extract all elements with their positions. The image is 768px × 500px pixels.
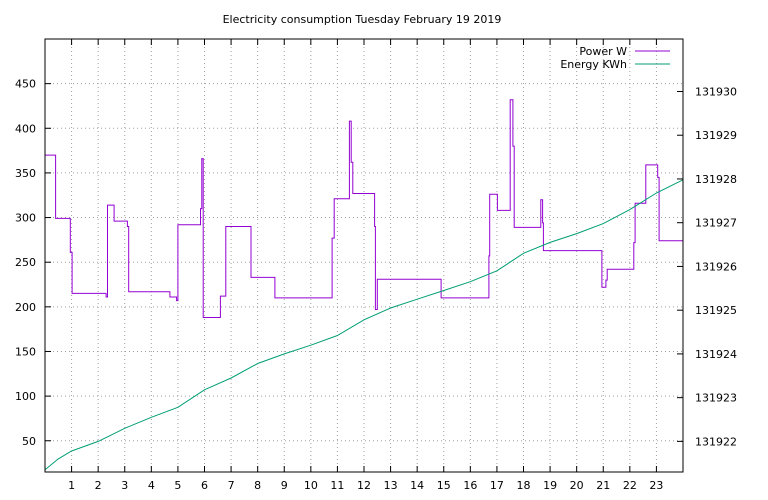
y2-tick-label: 131923	[695, 392, 737, 405]
x-tick-label: 1	[68, 479, 75, 492]
y-tick-label: 50	[22, 435, 36, 448]
x-tick-label: 15	[437, 479, 451, 492]
x-tick-label: 11	[330, 479, 344, 492]
x-tick-label: 6	[201, 479, 208, 492]
legend: Power W Energy KWh	[560, 45, 670, 71]
x-tick-label: 7	[228, 479, 235, 492]
y2-tick-label: 131924	[695, 348, 737, 361]
plot-frame	[44, 38, 684, 473]
y-tick-label: 450	[15, 78, 36, 91]
y-tick-label: 150	[15, 345, 36, 358]
x-tick-label: 21	[596, 479, 610, 492]
x-tick-label: 20	[570, 479, 584, 492]
x-tick-label: 5	[174, 479, 181, 492]
series-line-power-w	[45, 99, 683, 318]
legend-label-energy: Energy KWh	[560, 58, 627, 71]
x-tick-label: 3	[121, 479, 128, 492]
chart-title: Electricity consumption Tuesday February…	[223, 13, 502, 26]
grid	[45, 39, 683, 472]
y2-tick-label: 131926	[695, 260, 737, 273]
y-tick-label: 250	[15, 256, 36, 269]
y-tick-label: 400	[15, 122, 36, 135]
x-tick-label: 17	[490, 479, 504, 492]
x-tick-label: 12	[357, 479, 371, 492]
y2-tick-label: 131930	[695, 85, 737, 98]
axis-ticks	[45, 39, 683, 472]
y-tick-label: 300	[15, 212, 36, 225]
series-line-energy-kwh	[44, 179, 684, 471]
x-tick-label: 2	[95, 479, 102, 492]
x-tick-label: 10	[304, 479, 318, 492]
y2-tick-label: 131929	[695, 129, 737, 142]
x-tick-label: 19	[543, 479, 557, 492]
series	[44, 99, 684, 471]
y2-tick-label: 131928	[695, 173, 737, 186]
x-tick-label: 22	[623, 479, 637, 492]
x-tick-label: 9	[281, 479, 288, 492]
x-tick-label: 23	[649, 479, 663, 492]
y2-tick-label: 131927	[695, 217, 737, 230]
x-tick-label: 14	[410, 479, 424, 492]
x-tick-label: 16	[463, 479, 477, 492]
y2-tick-label: 131922	[695, 435, 737, 448]
y-tick-label: 350	[15, 167, 36, 180]
y-tick-label: 100	[15, 390, 36, 403]
y2-tick-label: 131925	[695, 304, 737, 317]
x-tick-label: 4	[148, 479, 155, 492]
x-tick-label: 18	[517, 479, 531, 492]
x-tick-label: 8	[254, 479, 261, 492]
y-tick-label: 200	[15, 301, 36, 314]
x-tick-label: 13	[384, 479, 398, 492]
legend-label-power: Power W	[579, 45, 627, 58]
tick-labels: 1 2 3 4 5 6 7 8 9 10 11 12 13 14 15 16 17 18 19 20 21 22 23501…	[15, 78, 737, 492]
